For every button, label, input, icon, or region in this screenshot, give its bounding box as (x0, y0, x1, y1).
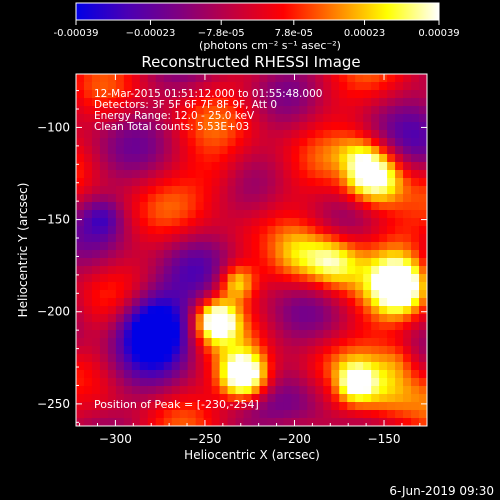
x-tick-label: −300 (99, 432, 132, 446)
y-axis-ticks: −100 −150 −200 −250 (37, 90, 427, 423)
colorbar-tick-label: 0.00039 (418, 28, 459, 39)
colorbar-tick-label: 7.8e-05 (275, 28, 313, 39)
annotation-line: Clean Total counts: 5.53E+03 (94, 121, 249, 133)
annotation-line: Energy Range: 12.0 - 25.0 keV (94, 110, 255, 122)
colorbar-unit-label: (photons cm⁻² s⁻¹ asec⁻²) (199, 39, 341, 52)
x-tick-label: −250 (188, 432, 221, 446)
footer-timestamp: 6-Jun-2019 09:30 (389, 484, 494, 498)
colorbar-tick-label: −7.8e-05 (198, 28, 245, 39)
y-tick-label: −200 (37, 305, 70, 319)
x-tick-label: −200 (278, 432, 311, 446)
colorbar-tick-label: −0.00023 (126, 28, 176, 39)
annotation-line: 12-Mar-2015 01:51:12.000 to 01:55:48.000 (94, 88, 322, 100)
chart-title: Reconstructed RHESSI Image (141, 53, 360, 71)
colorbar-tick-label: -0.00039 (54, 28, 99, 39)
annotation-block: 12-Mar-2015 01:51:12.000 to 01:55:48.000… (94, 88, 322, 133)
y-axis-label: Heliocentric Y (arcsec) (16, 183, 30, 318)
plot-frame (75, 73, 428, 427)
colorbar-tick-label: 0.00023 (344, 28, 385, 39)
peak-position-label: Position of Peak = [-230,-254] (94, 398, 259, 411)
colorbar (75, 2, 440, 21)
y-tick-label: −150 (37, 213, 70, 227)
heatmap-image (76, 74, 427, 426)
annotation-line: Detectors: 3F 5F 6F 7F 8F 9F, Att 0 (94, 99, 277, 111)
y-tick-label: −250 (37, 397, 70, 411)
x-tick-label: −150 (368, 432, 401, 446)
x-axis-label: Heliocentric X (arcsec) (184, 448, 320, 462)
x-axis-ticks: −300 −250 −200 −150 (79, 74, 421, 446)
y-tick-label: −100 (37, 120, 70, 134)
colorbar-ticks: -0.00039 −0.00023 −7.8e-05 7.8e-05 0.00023 0.… (54, 20, 460, 39)
